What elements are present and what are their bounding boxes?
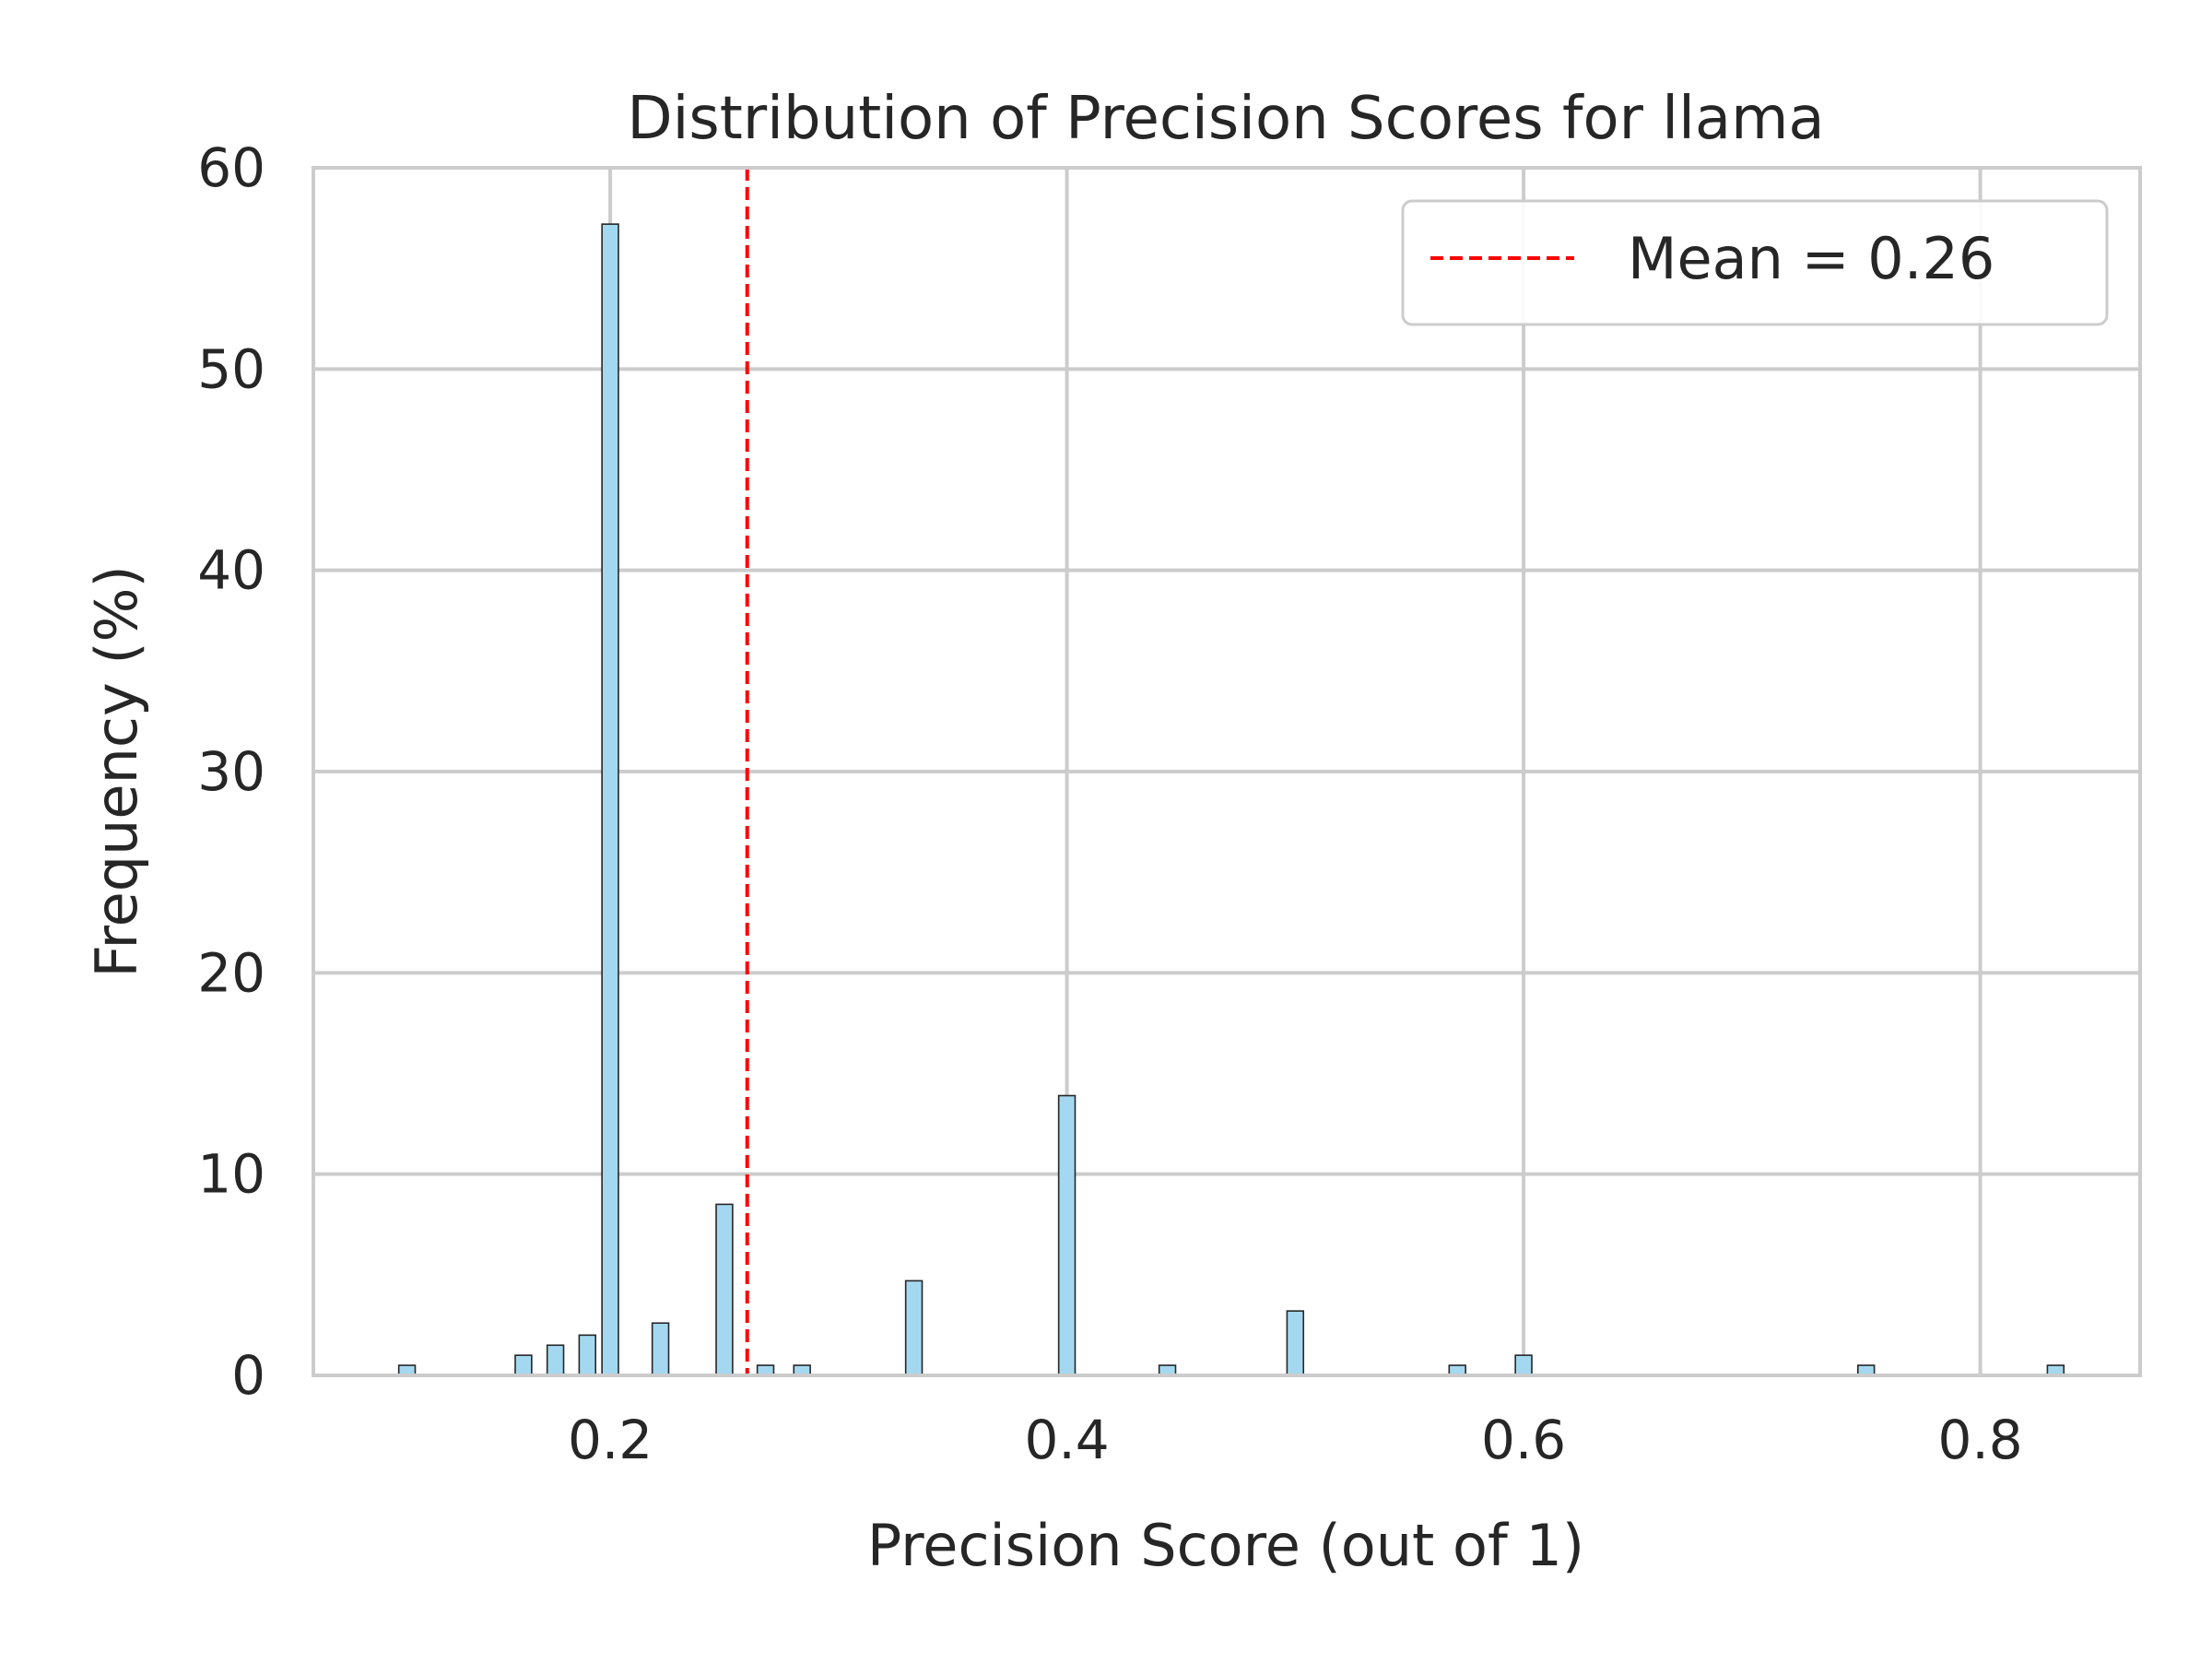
legend: Mean = 0.26	[1401, 199, 2109, 326]
histogram-bar	[715, 1203, 734, 1376]
histogram-bar	[514, 1354, 533, 1376]
x-tick-labels: 0.2 0.4 0.6 0.8	[568, 1409, 2023, 1471]
plot-frame	[312, 166, 2142, 1377]
histogram-bar	[651, 1322, 670, 1376]
y-tick-label: 20	[197, 941, 265, 1004]
y-axis-title: Frequency (%)	[83, 565, 150, 977]
legend-mean-label: Mean = 0.26	[1628, 225, 1994, 292]
histogram-bar	[1514, 1354, 1533, 1376]
histogram-bars	[397, 223, 2065, 1376]
x-tick-label: 0.6	[1481, 1409, 1566, 1471]
x-axis-title: Precision Score (out of 1)	[867, 1512, 1584, 1579]
y-tick-labels: 0 10 20 30 40 50 60	[197, 136, 265, 1407]
x-tick-label: 0.2	[568, 1409, 653, 1471]
y-tick-label: 10	[197, 1143, 265, 1206]
histogram-bar	[578, 1334, 597, 1376]
y-tick-label: 50	[197, 337, 265, 400]
histogram-bar	[904, 1280, 924, 1376]
histogram-bar	[546, 1344, 565, 1376]
y-tick-label: 0	[231, 1344, 265, 1407]
x-tick-label: 0.4	[1024, 1409, 1109, 1471]
x-tick-label: 0.8	[1937, 1409, 2022, 1471]
y-tick-label: 60	[197, 136, 265, 199]
histogram-bar	[601, 223, 619, 1376]
y-tick-label: 40	[197, 539, 265, 602]
y-tick-label: 30	[197, 740, 265, 803]
chart-title: Distribution of Precision Scores for lla…	[627, 85, 1824, 153]
histogram-bar	[1057, 1094, 1077, 1376]
legend-box	[1401, 199, 2109, 326]
histogram-bar	[1286, 1310, 1305, 1376]
